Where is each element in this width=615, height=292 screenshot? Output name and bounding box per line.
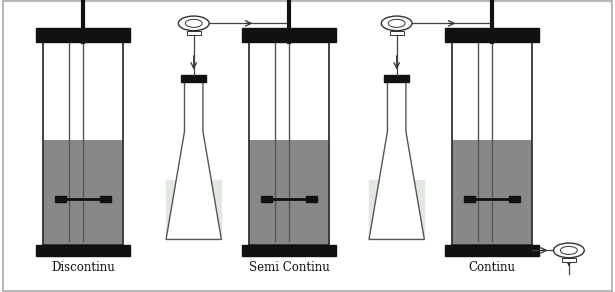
Bar — [306, 197, 317, 202]
Bar — [445, 28, 539, 42]
Bar — [390, 31, 403, 35]
Bar — [36, 28, 130, 42]
Bar — [452, 140, 532, 245]
Circle shape — [178, 16, 209, 31]
Bar — [464, 197, 475, 202]
Circle shape — [560, 246, 577, 254]
Polygon shape — [369, 180, 424, 239]
Circle shape — [554, 243, 584, 258]
Bar — [100, 197, 111, 202]
Bar — [261, 197, 272, 202]
Circle shape — [381, 16, 412, 31]
Bar — [384, 75, 409, 82]
Bar — [181, 75, 206, 82]
Bar — [249, 140, 329, 245]
Text: Semi Continu: Semi Continu — [248, 261, 330, 274]
Bar — [562, 258, 576, 262]
Bar — [55, 197, 66, 202]
Polygon shape — [166, 82, 221, 239]
Text: Discontinu: Discontinu — [51, 261, 115, 274]
Bar — [36, 245, 130, 256]
Bar — [445, 245, 539, 256]
Polygon shape — [369, 82, 424, 239]
Text: Continu: Continu — [469, 261, 515, 274]
Bar — [509, 197, 520, 202]
Bar — [242, 245, 336, 256]
Circle shape — [388, 19, 405, 27]
Bar — [242, 28, 336, 42]
Bar — [43, 140, 123, 245]
Polygon shape — [166, 180, 221, 239]
Circle shape — [185, 19, 202, 27]
Bar — [187, 31, 200, 35]
